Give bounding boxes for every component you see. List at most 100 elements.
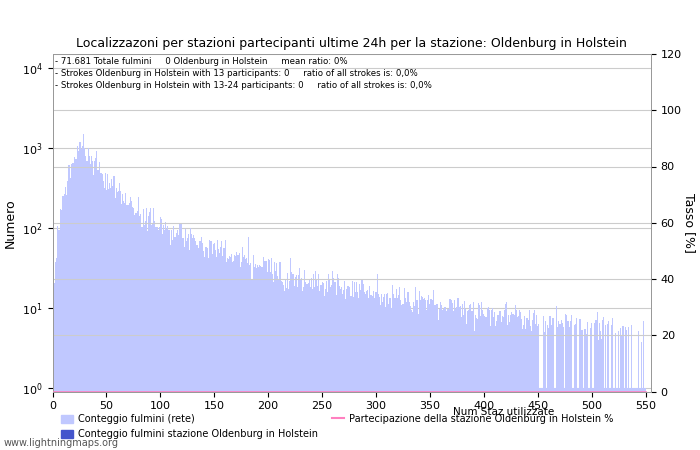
Bar [301,278,302,450]
Bar [337,278,339,450]
Bar [397,297,398,450]
Bar [377,294,379,450]
Bar [329,280,330,450]
Bar [120,191,121,450]
Bar [302,291,303,450]
Bar [131,201,132,450]
Bar [615,333,616,450]
Bar [137,211,138,450]
Bar [298,275,299,450]
Bar [221,241,223,450]
Bar [163,225,164,450]
Bar [57,226,58,450]
Bar [164,230,165,450]
Bar [576,318,577,450]
Bar [88,148,89,450]
Bar [204,256,205,450]
Bar [77,146,78,450]
Bar [341,287,342,450]
Bar [312,288,313,450]
Bar [167,226,169,450]
Bar [640,388,641,450]
Bar [548,328,549,450]
Bar [288,289,289,450]
Bar [518,315,519,450]
Bar [315,271,316,450]
Bar [116,189,117,450]
Bar [486,308,488,450]
Bar [630,388,631,450]
Bar [149,212,150,450]
Bar [277,275,279,450]
Bar [75,159,76,450]
Bar [223,248,225,450]
Bar [592,388,594,450]
Bar [286,288,287,450]
Bar [234,255,235,450]
Bar [409,302,410,450]
Bar [572,388,573,450]
Bar [406,302,407,450]
Bar [425,300,426,450]
Bar [482,310,483,450]
Bar [491,310,492,450]
Bar [441,305,442,450]
Bar [111,179,112,450]
Bar [197,248,199,450]
Bar [113,176,115,450]
Bar [544,332,545,450]
Bar [624,328,626,450]
Bar [219,253,220,450]
Bar [115,198,116,450]
Bar [533,313,534,450]
Bar [265,261,267,450]
Bar [629,388,630,450]
Bar [169,245,171,450]
Bar [125,193,127,450]
Bar [326,281,327,450]
Bar [246,258,247,450]
Bar [606,388,608,450]
Bar [92,161,93,450]
Bar [558,321,559,450]
Bar [547,325,548,450]
Bar [183,247,185,450]
Bar [249,265,251,450]
Bar [295,275,297,450]
Bar [106,190,107,450]
Bar [177,230,178,450]
Bar [199,242,201,450]
Bar [342,294,343,450]
Bar [108,189,109,450]
Bar [291,272,293,450]
Bar [358,297,359,450]
Bar [55,262,56,450]
Bar [76,159,77,450]
Bar [526,318,528,450]
Bar [494,312,495,450]
Bar [451,300,452,450]
Bar [262,267,263,450]
Bar [452,303,453,450]
Bar [405,297,406,450]
Bar [587,322,588,450]
Bar [122,194,123,450]
Legend: Conteggio fulmini (rete), Conteggio fulmini stazione Oldenburg in Holstein, Part: Conteggio fulmini (rete), Conteggio fulm… [57,410,617,443]
Bar [258,267,259,450]
Bar [314,287,315,450]
Bar [521,319,522,450]
Bar [346,289,347,450]
Bar [507,325,508,450]
Bar [505,304,506,450]
Bar [423,299,424,450]
Bar [318,274,319,450]
Bar [566,315,568,450]
Bar [372,296,373,450]
Bar [574,325,575,450]
Bar [84,148,85,450]
Bar [354,282,355,450]
Bar [475,315,476,450]
Bar [422,297,423,450]
Bar [381,293,382,450]
Bar [232,262,233,450]
